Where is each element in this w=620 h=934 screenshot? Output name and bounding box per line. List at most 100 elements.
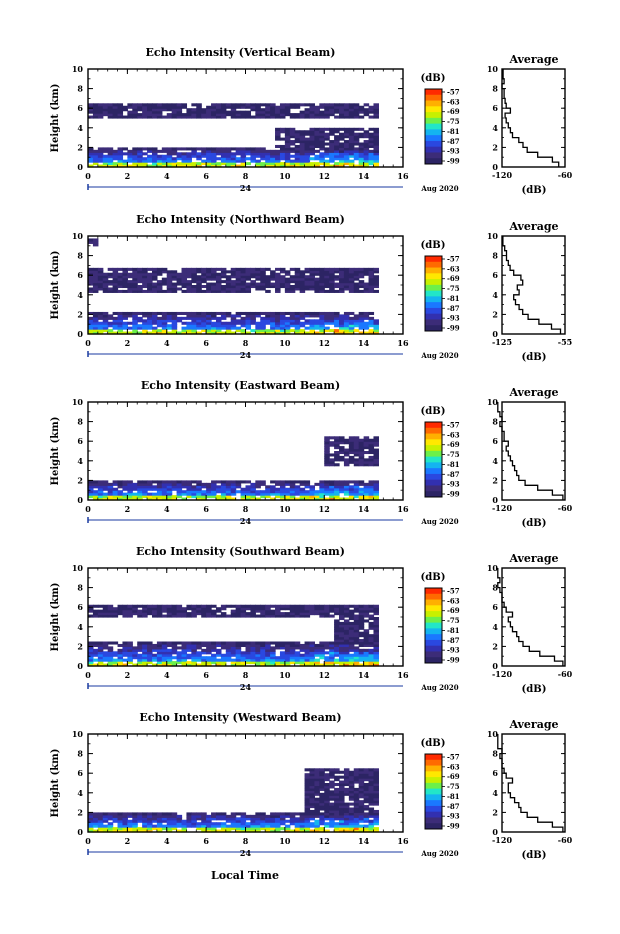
heatmap-cell — [215, 822, 222, 826]
heatmap-cell — [334, 634, 340, 638]
heatmap-cell — [166, 653, 173, 657]
heatmap-cell — [353, 135, 360, 139]
x-tick-label: 4 — [164, 338, 170, 348]
heatmap-cell — [112, 612, 119, 616]
heatmap-cell — [102, 319, 109, 323]
avg-y-tick-label: 0 — [492, 827, 498, 837]
heatmap-cell — [230, 482, 237, 486]
heatmap-cell — [363, 783, 370, 787]
heatmap-cell — [373, 768, 379, 772]
heatmap-cell — [215, 157, 222, 161]
heatmap-cell — [156, 609, 163, 613]
heatmap-cell — [166, 482, 173, 486]
heatmap-cell — [334, 485, 340, 489]
heatmap-cell — [284, 282, 291, 286]
heatmap-cell — [132, 113, 138, 117]
heatmap-cell — [339, 617, 345, 621]
heatmap-cell — [279, 144, 286, 148]
heatmap-cell — [186, 314, 192, 318]
heatmap-cell — [334, 152, 340, 156]
heatmap-cell — [348, 626, 355, 630]
heatmap-cell — [324, 797, 330, 801]
heatmap-cell — [334, 636, 340, 640]
heatmap-cell — [132, 497, 138, 501]
heatmap-cell — [339, 621, 345, 625]
heatmap-cell — [186, 482, 192, 486]
heatmap-cell — [151, 287, 158, 291]
heatmap-cell — [343, 807, 350, 811]
x-tick-label: 12 — [319, 171, 330, 181]
heatmap-cell — [97, 817, 104, 821]
heatmap-cell — [334, 490, 340, 494]
heatmap-cell — [279, 164, 286, 168]
heatmap-cell — [294, 487, 301, 491]
heatmap-cell — [191, 324, 197, 328]
heatmap-cell — [299, 275, 306, 279]
heatmap-cell — [220, 490, 227, 494]
heatmap-cell — [304, 492, 311, 496]
panel-title: Echo Intensity (Northward Beam) — [136, 213, 345, 226]
y-axis-label: Height (km) — [50, 417, 61, 486]
heatmap-cell — [112, 282, 119, 286]
heatmap-cell — [279, 641, 286, 645]
heatmap-cell — [284, 287, 291, 291]
heatmap-cell — [211, 154, 217, 158]
heatmap-cell — [147, 495, 153, 499]
colorbar-tick-label: -69 — [447, 440, 460, 449]
heatmap-cell — [147, 314, 153, 318]
heatmap-cell — [329, 661, 335, 665]
heatmap-cell — [368, 127, 375, 131]
colorbar-segment — [425, 284, 442, 292]
heatmap-cell — [343, 331, 350, 335]
heatmap-cell — [211, 658, 217, 662]
heatmap-cell — [206, 275, 212, 279]
heatmap-cell — [294, 272, 301, 276]
heatmap-cell — [220, 497, 227, 501]
heatmap-cell — [230, 658, 237, 662]
heatmap-cell — [353, 802, 360, 806]
heatmap-cell — [319, 113, 325, 117]
heatmap-cell — [142, 827, 148, 831]
heatmap-cell — [334, 270, 340, 274]
heatmap-cell — [250, 661, 256, 665]
heatmap-cell — [319, 289, 325, 293]
heatmap-cell — [147, 154, 153, 158]
heatmap-cell — [368, 812, 375, 816]
heatmap-cell — [275, 646, 281, 650]
heatmap-cell — [122, 607, 128, 611]
heatmap-cell — [284, 812, 291, 816]
heatmap-cell — [142, 661, 148, 665]
heatmap-cell — [368, 162, 375, 166]
heatmap-cell — [309, 331, 316, 335]
heatmap-cell — [353, 458, 360, 462]
colorbar-segment — [425, 593, 442, 601]
heatmap-cell — [353, 636, 360, 640]
heatmap-cell — [97, 824, 104, 828]
heatmap-cell — [358, 829, 365, 833]
heatmap-cell — [314, 805, 320, 809]
heatmap-cell — [230, 314, 237, 318]
heatmap-cell — [211, 162, 217, 166]
heatmap-cell — [186, 663, 192, 667]
heatmap-cell — [304, 648, 311, 652]
heatmap-cell — [240, 819, 247, 823]
heatmap-cell — [299, 285, 306, 289]
heatmap-cell — [353, 617, 360, 621]
heatmap-cell — [235, 661, 242, 665]
colorbar-segment — [425, 462, 442, 469]
x-tick-label: 8 — [243, 836, 249, 846]
heatmap-cell — [191, 285, 197, 289]
heatmap-cell — [132, 157, 138, 161]
heatmap-cell — [176, 280, 183, 284]
heatmap-cell — [102, 113, 109, 117]
heatmap-cell — [235, 152, 242, 156]
heatmap-cell — [289, 661, 296, 665]
heatmap-cell — [196, 641, 202, 645]
heatmap-cell — [289, 324, 296, 328]
heatmap-cell — [147, 311, 153, 315]
heatmap-cell — [279, 113, 286, 117]
heatmap-cell — [171, 827, 178, 831]
heatmap-cell — [215, 829, 222, 833]
heatmap-cell — [92, 819, 99, 823]
heatmap-cell — [284, 316, 291, 320]
